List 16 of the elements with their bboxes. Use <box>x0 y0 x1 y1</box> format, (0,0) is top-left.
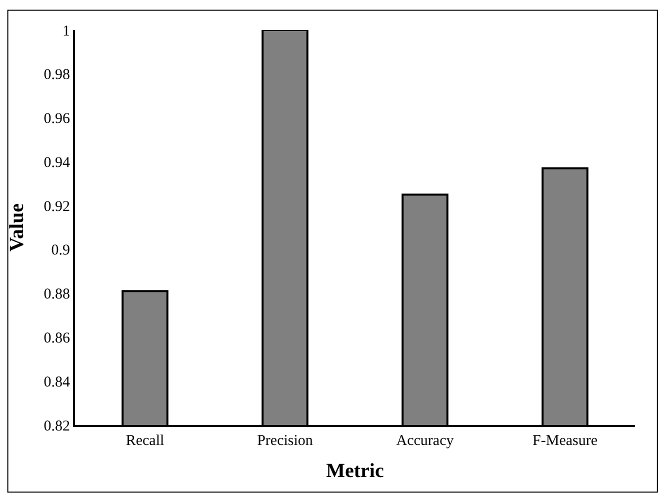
x-tick-label: Accuracy <box>396 433 454 449</box>
y-tick-label: 0.88 <box>44 286 70 303</box>
y-tick-label: 0.94 <box>44 154 70 171</box>
y-tick-label: 1 <box>62 23 70 40</box>
y-axis-title: Value <box>6 203 28 252</box>
y-tick-label: 0.98 <box>44 67 70 84</box>
x-tick-label: F-Measure <box>532 433 598 449</box>
y-tick-label: 0.9 <box>51 242 70 259</box>
y-tick-label: 0.86 <box>44 330 70 346</box>
y-tick-label: 0.84 <box>44 374 70 390</box>
x-tick-label: Precision <box>257 433 314 449</box>
y-tick-label: 0.96 <box>44 111 70 128</box>
y-tick-label: 0.92 <box>44 198 70 215</box>
x-tick-label: Recall <box>126 433 164 449</box>
y-tick-label: 0.82 <box>44 418 70 434</box>
x-axis-title: Metric <box>326 460 384 482</box>
